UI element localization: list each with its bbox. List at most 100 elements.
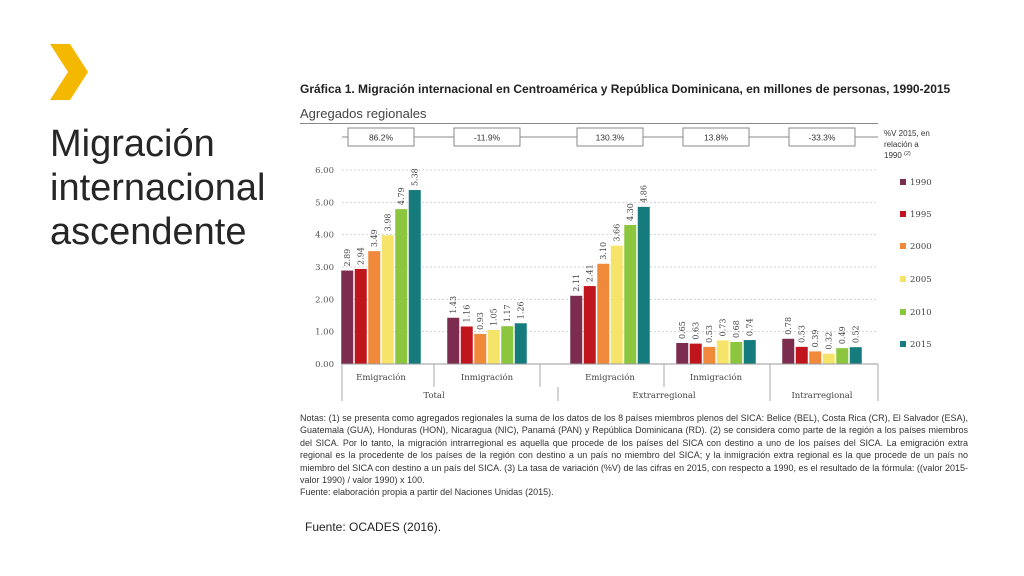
data-label: 2.41	[586, 264, 595, 282]
bar	[474, 333, 487, 364]
slide-title-line: internacional	[50, 167, 266, 209]
x-super-group-label: Intrarregional	[791, 391, 852, 401]
data-label: 1.17	[503, 304, 512, 322]
bar	[514, 323, 527, 364]
bar	[395, 209, 408, 364]
data-label: 1.26	[517, 301, 526, 319]
legend-label: 2000	[910, 242, 932, 252]
data-label: 0.73	[719, 319, 728, 337]
data-label: 2.94	[357, 247, 366, 265]
bar	[447, 317, 460, 364]
bar	[368, 251, 381, 364]
bar	[743, 340, 756, 364]
y-tick-label: 5.00	[315, 198, 334, 208]
bar	[341, 270, 354, 364]
chart-notes: Notas: (1) se presenta como agregados re…	[300, 412, 968, 499]
legend-swatch	[900, 243, 906, 249]
variation-header: 1990	[884, 151, 902, 160]
bar-chart: 0.00 1.00 2.00 3.00 4.00 5.00 6.00 2.89 2.94 3.49…	[315, 127, 932, 401]
data-label: 0.53	[798, 325, 807, 343]
y-tick-label: 2.00	[315, 295, 334, 305]
data-label: 0.78	[784, 317, 793, 335]
subtitle-divider	[300, 123, 878, 124]
slide-title-line: ascendente	[50, 211, 247, 253]
data-label: 0.53	[705, 325, 714, 343]
notes-text: Notas: (1) se presenta como agregados re…	[300, 413, 968, 486]
bar	[460, 326, 473, 364]
data-label: 0.68	[732, 320, 741, 338]
variation-header: relación a	[884, 140, 919, 149]
bar	[501, 326, 514, 364]
legend-swatch	[900, 276, 906, 282]
legend-label: 2015	[910, 340, 932, 350]
bar	[703, 346, 716, 364]
x-group-label: Emigración	[585, 372, 635, 383]
bar	[597, 263, 610, 364]
y-tick-label: 1.00	[315, 328, 334, 338]
data-label: 5.38	[411, 168, 420, 186]
y-tick-label: 6.00	[315, 166, 334, 176]
variation-value: 13.8%	[704, 133, 729, 143]
variation-value: 130.3%	[596, 133, 625, 143]
data-label: 3.49	[370, 229, 379, 247]
legend-swatch	[900, 179, 906, 185]
data-label: 2.89	[343, 249, 352, 267]
bar	[822, 353, 835, 364]
bar	[570, 295, 583, 364]
data-label: 1.05	[490, 308, 499, 326]
y-tick-label: 3.00	[315, 263, 334, 273]
variation-header: %V 2015, en	[884, 129, 930, 138]
data-label: 1.16	[463, 305, 472, 323]
slide-title: Migración internacional ascendente	[50, 122, 285, 254]
legend-label: 2005	[910, 275, 932, 285]
variation-value: 86.2%	[369, 133, 394, 143]
legend-label: 1990	[910, 178, 932, 188]
data-label: 4.30	[626, 203, 635, 221]
bar	[782, 338, 795, 364]
x-super-group-label: Extrarregional	[632, 391, 696, 401]
bar	[689, 343, 702, 364]
chevron-right-icon	[50, 44, 88, 100]
variation-box	[788, 127, 856, 147]
data-label: 0.93	[476, 312, 485, 330]
y-tick-label: 4.00	[315, 231, 334, 241]
bar	[381, 235, 394, 364]
x-super-group-label: Total	[423, 391, 445, 401]
variation-box	[682, 127, 750, 147]
data-label: 0.52	[852, 325, 861, 343]
slide-source: Fuente: OCADES (2016).	[305, 520, 442, 534]
bar	[849, 347, 862, 364]
variation-box	[576, 127, 644, 147]
data-label: 0.65	[678, 321, 687, 339]
slide-title-line: Migración	[50, 123, 215, 165]
bar	[637, 206, 650, 364]
variation-box	[347, 127, 415, 147]
variation-box	[453, 127, 521, 147]
bar	[676, 342, 689, 364]
notes-source: Fuente: elaboración propia a partir del …	[300, 487, 554, 498]
data-label: 1.43	[449, 296, 458, 314]
data-label: 4.79	[397, 187, 406, 205]
x-group-label: Inmigración	[461, 372, 514, 383]
x-group-label: Inmigración	[690, 372, 743, 383]
variation-value: -11.9%	[474, 133, 501, 143]
data-label: 0.63	[692, 322, 701, 340]
data-label: 0.49	[838, 326, 847, 344]
bar	[795, 346, 808, 364]
data-label: 3.98	[384, 214, 393, 232]
legend-swatch	[900, 211, 906, 217]
data-label: 4.86	[640, 185, 649, 203]
legend-label: 1995	[910, 210, 932, 220]
data-label: 0.32	[825, 332, 834, 350]
x-group-label: Emigración	[356, 372, 406, 383]
bar	[408, 190, 421, 364]
data-label: 2.11	[572, 274, 581, 292]
bar	[730, 342, 743, 364]
variation-header-note: (2)	[904, 151, 911, 157]
data-label: 0.74	[746, 318, 755, 336]
chart-subtitle: Agregados regionales	[300, 106, 427, 121]
variation-value: -33.3%	[809, 133, 836, 143]
bar	[624, 224, 637, 364]
bar	[354, 268, 367, 364]
bar	[487, 330, 500, 364]
